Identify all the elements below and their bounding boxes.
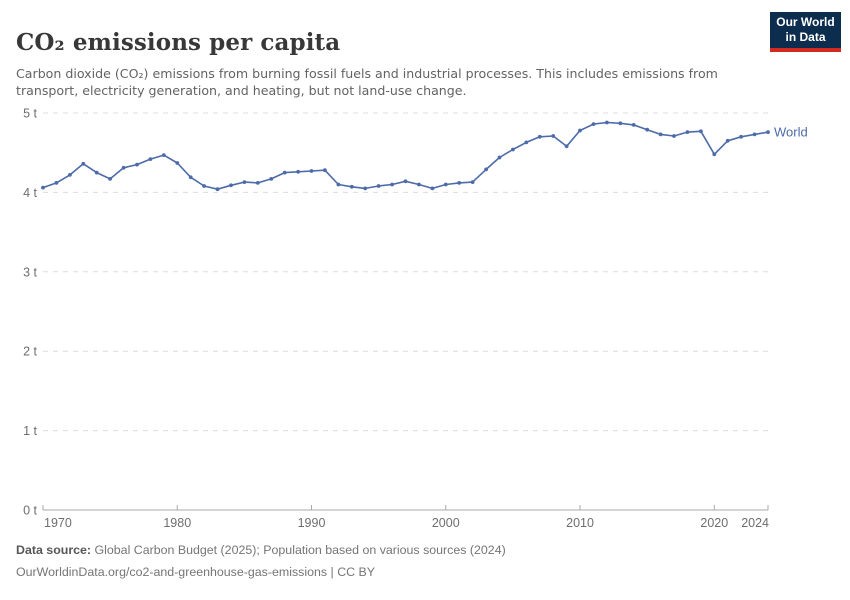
y-axis-label: 4 t [23,186,37,200]
data-point[interactable] [121,165,126,170]
y-axis-label: 2 t [23,345,37,359]
data-source-text: Global Carbon Budget (2025); Population … [91,543,506,557]
data-point[interactable] [537,134,542,139]
x-axis-label: 1980 [163,516,191,530]
data-point[interactable] [296,169,300,174]
data-point[interactable] [41,185,45,190]
data-point[interactable] [94,170,99,175]
series-end-label[interactable]: World [774,125,808,140]
data-point[interactable] [443,182,448,187]
data-point[interactable] [269,177,274,181]
x-axis-label: 2000 [432,516,460,530]
data-point[interactable] [81,161,86,166]
data-point[interactable] [390,182,394,187]
data-point[interactable] [68,173,72,177]
data-point[interactable] [658,132,663,137]
data-point[interactable] [699,129,703,134]
data-point[interactable] [712,152,717,157]
footer-license-link[interactable]: CC BY [337,565,376,579]
data-point[interactable] [739,134,743,139]
series-line-world[interactable] [42,121,769,190]
data-point[interactable] [54,181,59,185]
data-point[interactable] [511,147,515,152]
data-point[interactable] [229,183,233,188]
y-axis-label: 1 t [23,424,37,438]
y-axis-label: 0 t [23,504,37,518]
footer-separator: | [327,565,338,579]
data-point[interactable] [752,132,757,137]
data-point[interactable] [685,130,690,135]
chart-subtitle: Carbon dioxide (CO₂) emissions from burn… [16,65,718,99]
data-point[interactable] [470,180,475,185]
data-point[interactable] [349,184,354,189]
footer-url-link[interactable]: OurWorldinData.org/co2-and-greenhouse-ga… [16,565,328,579]
data-point[interactable] [457,181,462,185]
data-source-label: Data source: [16,543,92,557]
data-point[interactable] [645,127,650,132]
data-point[interactable] [323,168,327,173]
x-axis-label: 2024 [741,516,769,530]
data-point[interactable] [766,130,770,135]
x-axis-label: 2010 [566,516,594,530]
owid-logo-line1: Our World [776,15,835,29]
data-point[interactable] [282,170,287,175]
y-axis-label: 3 t [23,265,37,279]
owid-logo[interactable]: Our World in Data [770,12,841,52]
data-point[interactable] [591,122,596,126]
data-point[interactable] [672,134,676,138]
data-point[interactable] [551,134,556,138]
footer-link-line: OurWorldinData.org/co2-and-greenhouse-ga… [16,565,375,579]
x-axis-label: 1970 [44,516,72,530]
data-point[interactable] [605,120,609,125]
data-point[interactable] [417,182,421,187]
data-point[interactable] [202,184,207,188]
data-point[interactable] [497,155,502,160]
data-point[interactable] [309,169,314,173]
data-point[interactable] [631,123,636,127]
data-point[interactable] [255,181,260,185]
chart-title: CO₂ emissions per capita [16,29,341,57]
y-axis-label: 5 t [23,107,37,121]
data-point[interactable] [135,162,139,167]
data-point[interactable] [376,184,381,188]
data-point[interactable] [363,186,368,191]
data-point[interactable] [175,161,180,165]
data-point[interactable] [564,144,569,149]
data-point[interactable] [215,187,220,192]
data-point[interactable] [618,121,623,126]
data-point[interactable] [242,180,247,185]
x-axis-label: 2020 [700,516,728,530]
owid-logo-line2: in Data [785,30,826,44]
data-point[interactable] [484,167,488,172]
data-point[interactable] [578,128,582,133]
data-point[interactable] [188,175,193,180]
data-point[interactable] [108,177,112,181]
data-point[interactable] [430,186,435,191]
data-point[interactable] [148,157,153,162]
x-axis-label: 1990 [298,516,326,530]
data-source-line: Data source: Global Carbon Budget (2025)… [16,543,506,557]
data-point[interactable] [403,179,408,184]
data-point[interactable] [336,182,341,187]
data-point[interactable] [524,140,529,145]
data-point[interactable] [161,153,166,158]
data-point[interactable] [725,138,730,143]
